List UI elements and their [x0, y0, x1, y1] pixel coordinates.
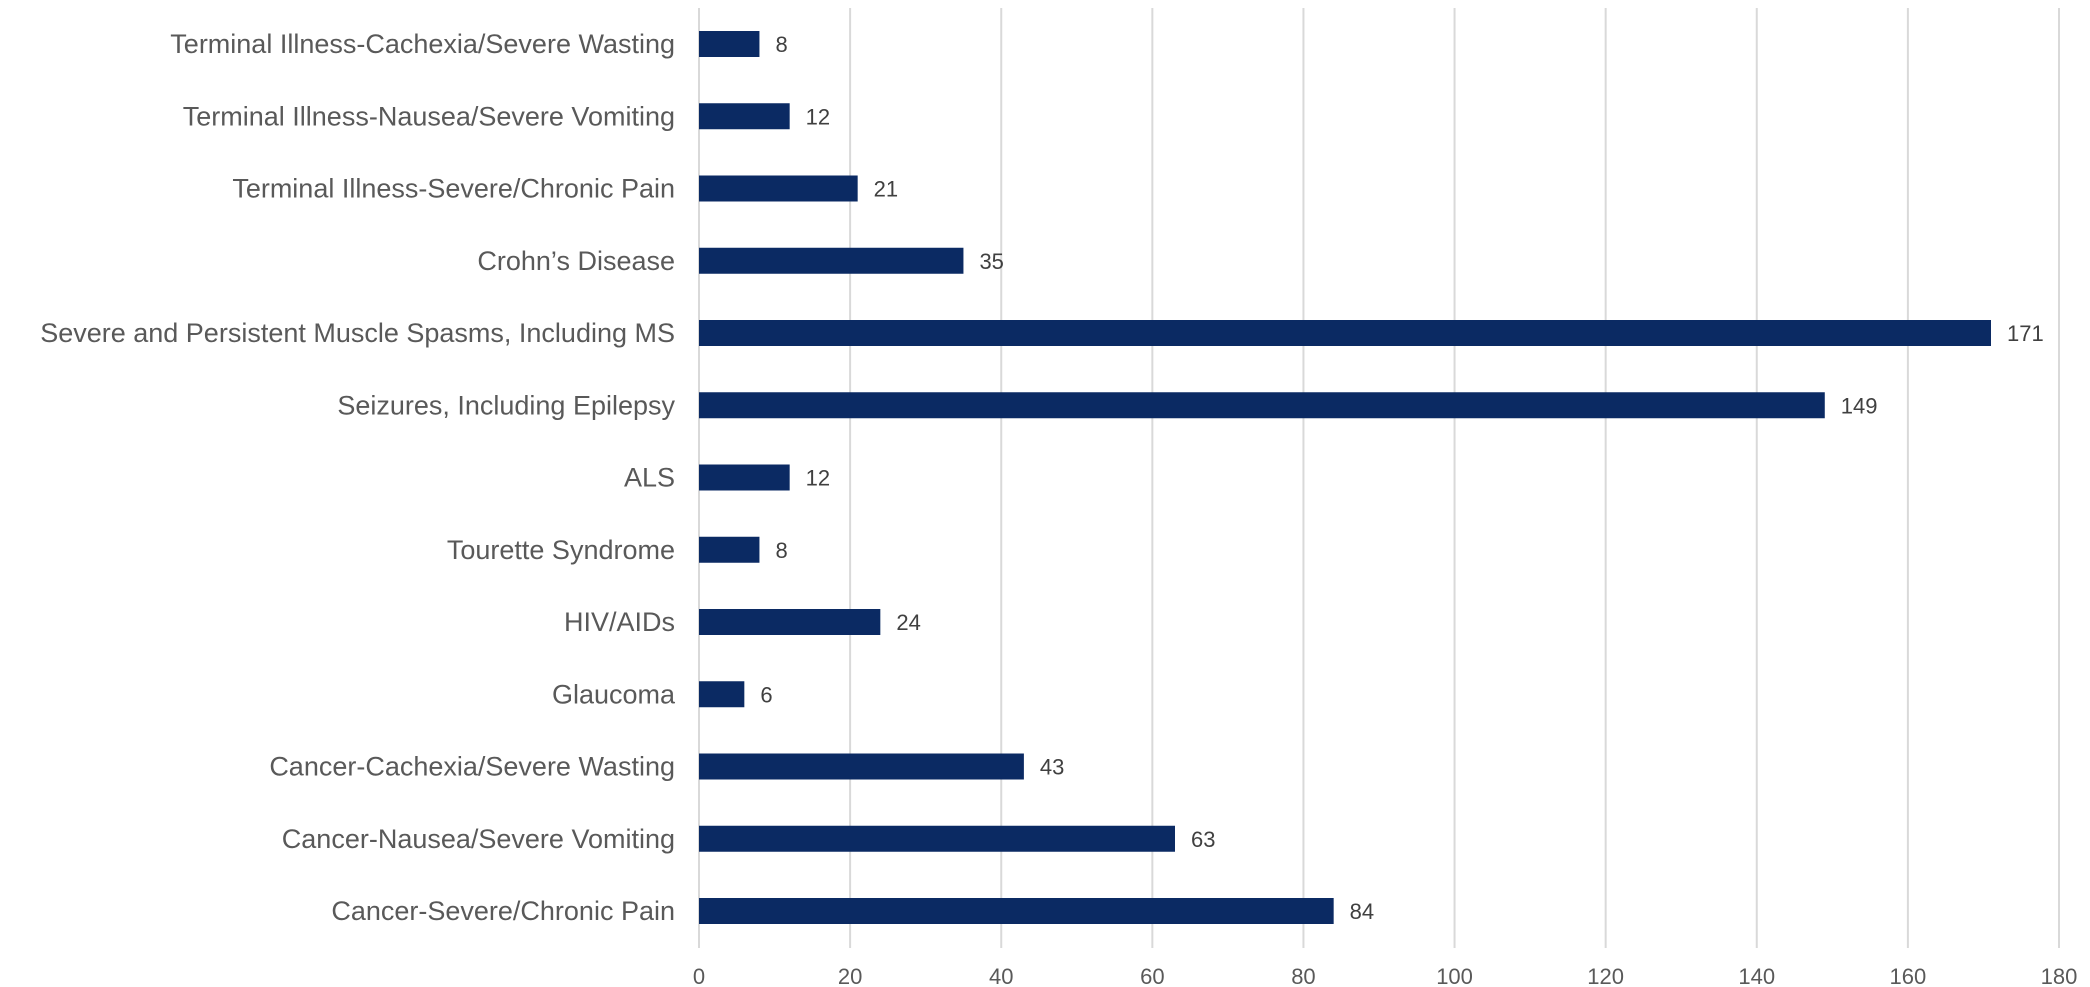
data-label: 35: [979, 249, 1003, 274]
bar: [699, 609, 881, 635]
category-label: Glaucoma: [552, 679, 676, 709]
bar: [699, 103, 790, 130]
bar: [699, 464, 790, 491]
category-label: HIV/AIDs: [564, 607, 675, 637]
value-labels: 8 12 21 35 171 149 12 8 24 6 43 63 84: [760, 32, 2043, 924]
bar: [699, 392, 1825, 419]
data-label: 8: [775, 32, 787, 57]
x-tick-label: 40: [989, 964, 1013, 987]
category-label: Terminal Illness-Cachexia/Severe Wasting: [170, 29, 675, 59]
data-label: 149: [1841, 393, 1878, 418]
category-labels: Terminal Illness-Cachexia/Severe Wasting…: [40, 29, 676, 926]
data-label: 21: [874, 177, 898, 202]
data-label: 43: [1040, 755, 1064, 780]
category-label: Cancer-Severe/Chronic Pain: [331, 896, 675, 926]
bar: [699, 175, 858, 202]
x-tick-label: 80: [1291, 964, 1315, 987]
category-label: ALS: [624, 463, 675, 493]
bar: [699, 320, 1991, 346]
x-tick-label: 20: [838, 964, 862, 987]
data-label: 12: [806, 104, 830, 129]
x-tick-label: 100: [1436, 964, 1473, 987]
bar: [699, 681, 745, 708]
data-label: 8: [775, 538, 787, 563]
data-label: 63: [1191, 827, 1215, 852]
category-label: Severe and Persistent Muscle Spasms, Inc…: [40, 318, 675, 348]
category-label: Cancer-Cachexia/Severe Wasting: [269, 752, 675, 782]
x-axis-ticks: 0 20 40 60 80 100 120 140 160 180: [693, 964, 2077, 987]
x-tick-label: 60: [1140, 964, 1164, 987]
category-label: Cancer-Nausea/Severe Vomiting: [282, 824, 675, 854]
gridlines: [698, 8, 2060, 948]
data-label: 12: [806, 466, 830, 491]
bar: [699, 825, 1175, 852]
bars: [699, 31, 1991, 924]
bar: [699, 31, 760, 57]
x-tick-label: 140: [1738, 964, 1775, 987]
category-label: Crohn’s Disease: [477, 246, 675, 276]
category-label: Seizures, Including Epilepsy: [337, 390, 675, 420]
bar: [699, 753, 1024, 780]
data-label: 6: [760, 682, 772, 707]
data-label: 24: [896, 610, 920, 635]
x-tick-label: 160: [1890, 964, 1927, 987]
data-label: 171: [2007, 321, 2044, 346]
bar: [699, 898, 1334, 924]
x-tick-label: 180: [2041, 964, 2078, 987]
category-label: Terminal Illness-Nausea/Severe Vomiting: [183, 101, 675, 131]
category-label: Terminal Illness-Severe/Chronic Pain: [232, 174, 675, 204]
x-tick-label: 0: [693, 964, 705, 987]
bar: [699, 536, 760, 563]
x-tick-label: 120: [1587, 964, 1624, 987]
data-label: 84: [1350, 899, 1374, 924]
bar: [699, 247, 964, 274]
category-label: Tourette Syndrome: [447, 535, 675, 565]
